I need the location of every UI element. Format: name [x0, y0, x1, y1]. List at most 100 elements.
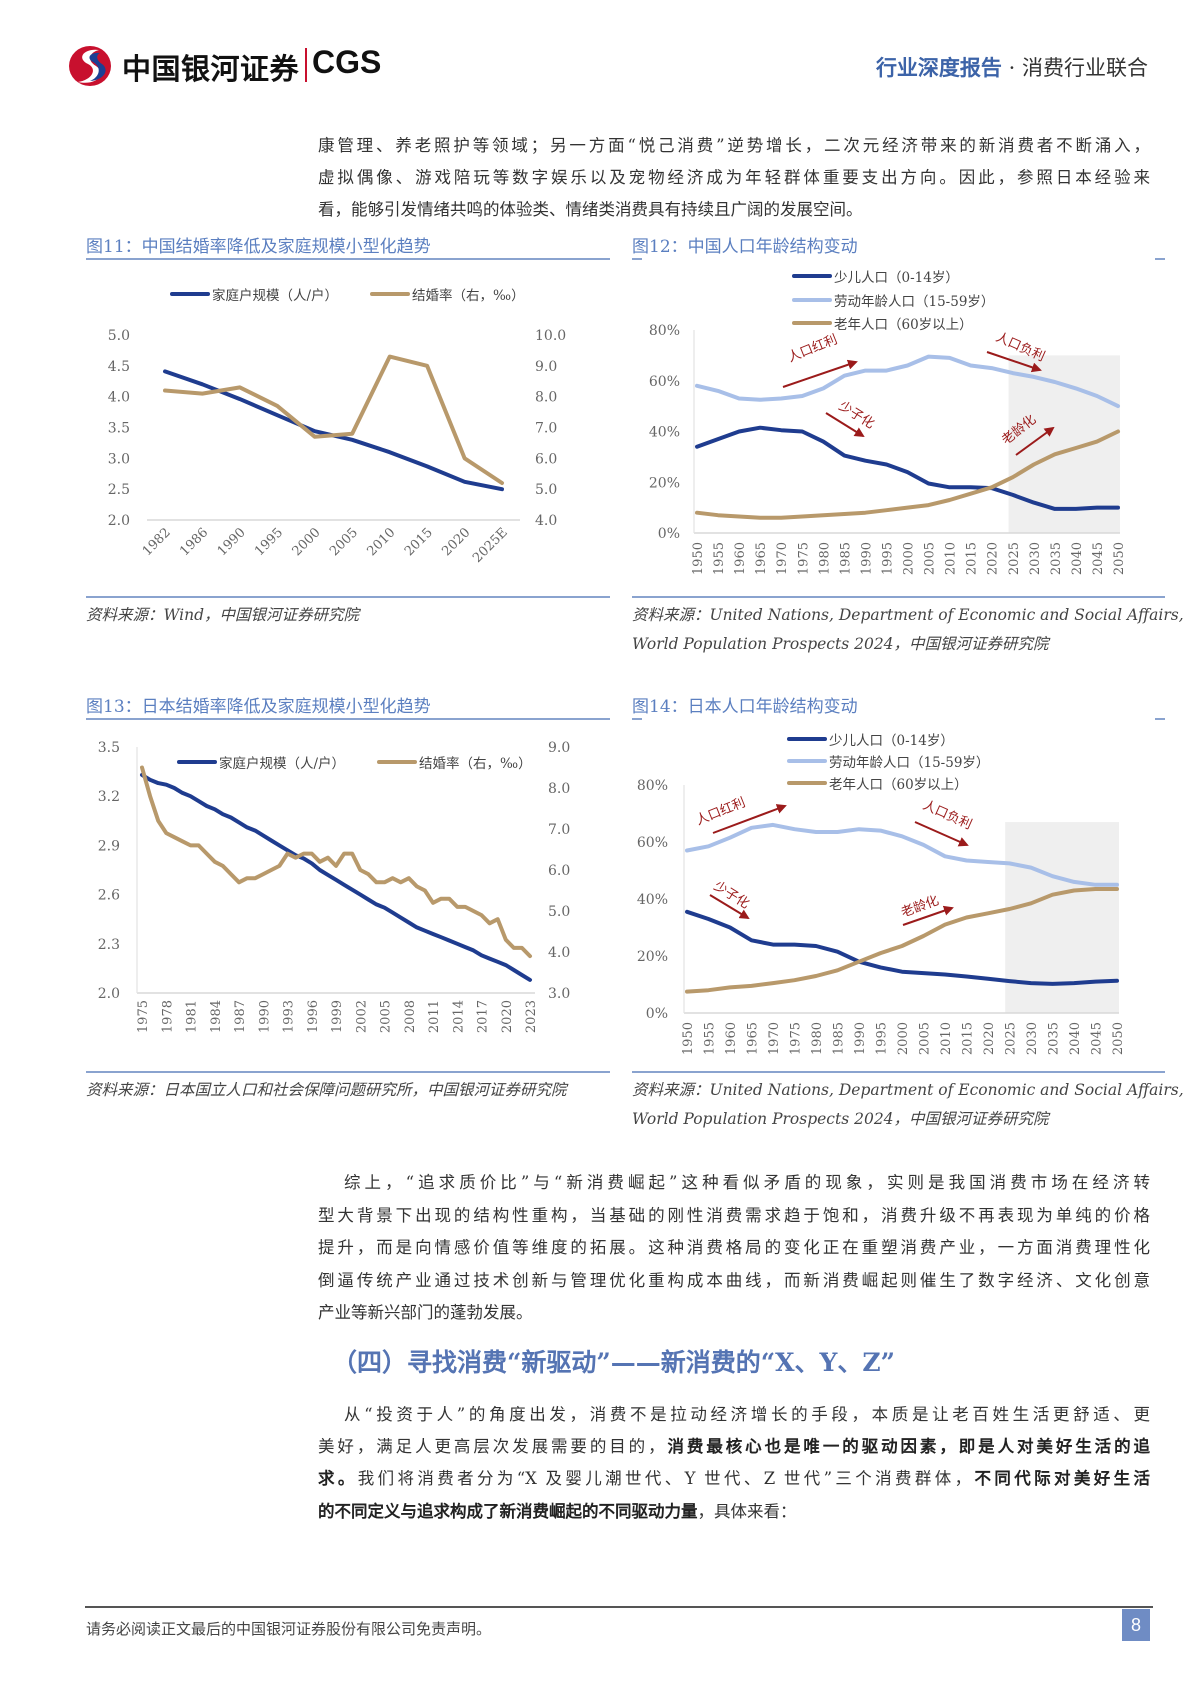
x-tick-label: 1960: [733, 542, 748, 575]
legend-child-population: 少儿人口（0-14岁）: [792, 266, 959, 286]
footer-disclaimer: 请务必阅读正文最后的中国银河证券股份有限公司免责声明。: [86, 1620, 492, 1638]
x-tick-label: 2000: [290, 525, 324, 559]
x-tick-label: 2025E: [470, 525, 511, 566]
x-tick-label: 2010: [939, 1022, 954, 1055]
x-tick-label: 1970: [767, 1022, 782, 1055]
x-tick-label: 2005: [379, 1000, 394, 1033]
body-line: 倒逼传统产业通过技术创新与管理优化重构成本曲线，而新消费崛起则催生了数字经济、文…: [318, 1271, 1150, 1290]
y-tick-label: 2.0: [98, 986, 120, 1002]
figure-13-source: 资料来源：日本国立人口和社会保障问题研究所，中国银河证券研究院: [86, 1081, 567, 1099]
x-tick-label: 1965: [746, 1022, 761, 1055]
figure-divider: [86, 718, 610, 720]
x-tick-label: 1993: [282, 1000, 297, 1033]
x-tick-label: 1975: [789, 1022, 804, 1055]
x-tick-label: 2011: [427, 1000, 442, 1033]
y-right-tick-label: 4.0: [548, 945, 570, 961]
x-tick-label: 1984: [209, 1000, 224, 1033]
body-line: 综上，“追求质价比”与“新消费崛起”这种看似矛盾的现象，实则是我国消费市场在经济…: [344, 1173, 1150, 1192]
body-line: 看，能够引发情绪共鸣的体验类、情绪类消费具有持续且广阔的发展空间。: [318, 200, 863, 219]
figure-14-source: World Population Prospects 2024，中国银河证券研究…: [632, 1110, 1049, 1128]
y-right-tick-label: 6.0: [548, 863, 570, 879]
body-line: 的不同定义与追求构成了新消费崛起的不同驱动力量，具体来看：: [318, 1502, 797, 1521]
x-tick-label: 2040: [1070, 542, 1085, 575]
x-tick-label: 1995: [880, 542, 895, 575]
legend-marriage-rate: 结婚率（右，‰）: [370, 284, 525, 304]
annotation-label: 人口红利: [786, 331, 840, 365]
figure-14-title: 图14：日本人口年龄结构变动: [632, 697, 858, 717]
x-tick-label: 2015: [965, 542, 980, 575]
logo-divider: [305, 48, 307, 82]
report-header: 行业深度报告 · 消费行业联合: [876, 52, 1148, 82]
figure-12-title: 图12：中国人口年龄结构变动: [632, 237, 858, 257]
y-right-tick-label: 8.0: [535, 390, 557, 406]
x-tick-label: 2023: [524, 1000, 539, 1033]
x-tick-label: 2040: [1068, 1022, 1083, 1055]
x-tick-label: 2015: [961, 1022, 976, 1055]
x-tick-label: 1980: [810, 1022, 825, 1055]
industry-name: 消费行业联合: [1022, 56, 1148, 80]
body-line: 虚拟偶像、游戏陪玩等数字娱乐以及宠物经济成为年轻群体重要支出方向。因此，参照日本…: [318, 168, 1150, 187]
y-right-tick-label: 9.0: [548, 740, 570, 756]
annotation-arrow: [1015, 426, 1055, 456]
series-line-0: [695, 425, 1120, 511]
y-tick-label: 3.5: [98, 740, 120, 756]
body-line: 提升，而是向情感价值等维度的拓展。这种消费格局的变化正在重塑消费产业，一方面消费…: [318, 1238, 1150, 1257]
body-line: 康管理、养老照护等领域；另一方面“悦己消费”逆势增长，二次元经济带来的新消费者不…: [318, 136, 1150, 155]
annotation-arrow: [986, 351, 1042, 373]
y-tick-label: 60%: [637, 835, 668, 851]
x-tick-label: 1955: [712, 542, 727, 575]
figure-12-source: 资料来源：United Nations, Department of Econo…: [632, 606, 1184, 624]
y-tick-label: 20%: [637, 949, 668, 965]
footer-divider: [85, 1606, 1153, 1608]
body-line: 美好，满足人更高层次发展需要的目的，消费最核心也是唯一的驱动因素，即是人对美好生…: [318, 1437, 1151, 1456]
y-tick-label: 2.0: [108, 513, 130, 529]
x-tick-label: 1990: [853, 1022, 868, 1055]
legend-working-age-population: 劳动年龄人口（15-59岁）: [787, 751, 989, 771]
figure-divider: [1155, 718, 1165, 720]
figure-divider: [632, 596, 1165, 598]
x-tick-label: 2035: [1049, 542, 1064, 575]
legend-household-size: 家庭户规模（人/户）: [177, 752, 345, 772]
x-tick-label: 2035: [1047, 1022, 1062, 1055]
annotation-arrow: [782, 359, 858, 388]
x-tick-label: 1996: [306, 1000, 321, 1033]
x-tick-label: 2010: [364, 525, 398, 559]
series-line-1: [685, 822, 1119, 887]
figure-divider: [86, 596, 610, 598]
x-tick-label: 2045: [1090, 1022, 1105, 1055]
series-line-1: [140, 765, 532, 959]
page-number: 8: [1122, 1609, 1150, 1641]
legend-working-age-population: 劳动年龄人口（15-59岁）: [792, 290, 994, 310]
report-type: 行业深度报告: [875, 55, 1002, 80]
legend-elderly-population: 老年人口（60岁以上）: [792, 313, 973, 333]
series-line-2: [685, 887, 1119, 994]
y-right-tick-label: 10.0: [535, 328, 566, 344]
x-tick-label: 1970: [775, 542, 790, 575]
x-tick-label: 1999: [330, 1000, 345, 1033]
annotation-arrow: [902, 905, 954, 926]
y-tick-label: 40%: [649, 425, 680, 441]
series-line-0: [140, 772, 532, 982]
figure-11-title: 图11：中国结婚率降低及家庭规模小型化趋势: [86, 237, 431, 257]
legend-marriage-rate: 结婚率（右，‰）: [377, 752, 532, 772]
body-line: 从“投资于人”的角度出发，消费不是拉动经济增长的手段，本质是让老百姓生活更舒适、…: [344, 1405, 1150, 1424]
y-tick-label: 5.0: [108, 328, 130, 344]
x-tick-label: 1990: [215, 525, 249, 559]
y-right-tick-label: 9.0: [535, 359, 557, 375]
x-tick-label: 1960: [724, 1022, 739, 1055]
series-line-2: [695, 429, 1120, 520]
figure-divider: [1155, 258, 1165, 260]
x-tick-label: 2025: [1004, 1022, 1019, 1055]
y-tick-label: 4.5: [108, 359, 130, 375]
y-right-tick-label: 6.0: [535, 451, 557, 467]
y-tick-label: 80%: [637, 778, 668, 794]
series-line-1: [695, 354, 1120, 409]
annotation-arrow: [825, 412, 865, 438]
x-tick-label: 2005: [923, 542, 938, 575]
x-tick-label: 2025: [1007, 542, 1022, 575]
y-right-tick-label: 3.0: [548, 986, 570, 1002]
y-tick-label: 2.6: [98, 888, 120, 904]
x-tick-label: 1982: [140, 525, 174, 559]
figure-13-title: 图13：日本结婚率降低及家庭规模小型化趋势: [86, 697, 431, 717]
